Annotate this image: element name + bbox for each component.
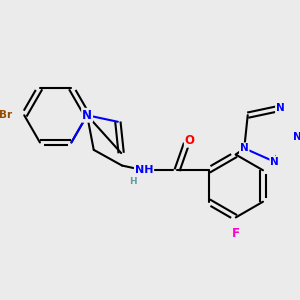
Text: O: O bbox=[185, 134, 195, 147]
Text: N: N bbox=[270, 157, 279, 167]
Text: H: H bbox=[130, 176, 137, 185]
Text: N: N bbox=[82, 109, 92, 122]
Text: F: F bbox=[232, 227, 240, 241]
Text: N: N bbox=[240, 143, 249, 153]
Text: N: N bbox=[276, 103, 285, 113]
Text: N: N bbox=[292, 132, 300, 142]
Text: Br: Br bbox=[0, 110, 13, 120]
Text: NH: NH bbox=[135, 165, 153, 175]
